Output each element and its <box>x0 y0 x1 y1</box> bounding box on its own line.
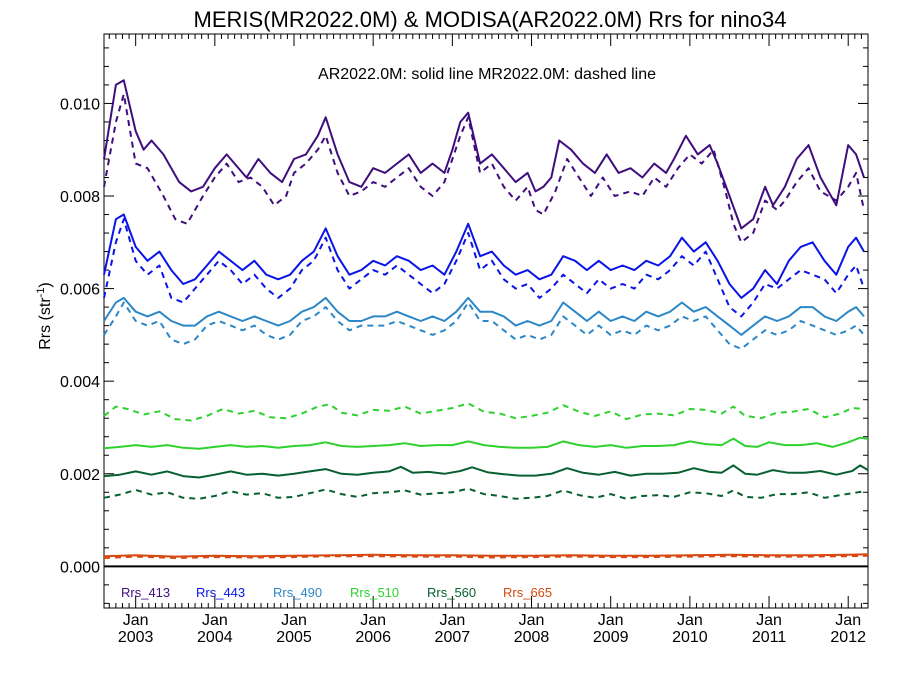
x-tick-month-label: Jan <box>598 612 624 629</box>
x-tick-month-label: Jan <box>519 612 545 629</box>
x-tick-month-label: Jan <box>439 612 465 629</box>
line-style-annotation: AR2022.0M: solid line MR2022.0M: dashed … <box>318 66 656 83</box>
y-tick-label: 0.010 <box>60 96 100 113</box>
x-tick-year-label: 2010 <box>672 629 708 646</box>
series-line-rrs-665-solid <box>103 553 869 558</box>
legend-entry-rrs-560: Rrs_560 <box>427 585 476 600</box>
series-line-rrs-490-solid <box>103 296 865 336</box>
x-tick-year-label: 2009 <box>593 629 629 646</box>
series-line-rrs-490-dashed <box>103 301 865 350</box>
x-tick-year-label: 2012 <box>830 629 866 646</box>
legend-entry-rrs-443: Rrs_443 <box>196 585 245 600</box>
chart-title: MERIS(MR2022.0M) & MODISA(AR2022.0M) Rrs… <box>194 7 787 32</box>
series-line-rrs-665-dashed <box>103 554 869 559</box>
y-axis-label-close: ) <box>37 282 54 287</box>
x-tick-year-label: 2004 <box>197 629 233 646</box>
y-tick-label: 0.008 <box>60 189 100 206</box>
x-tick-month-label: Jan <box>202 612 228 629</box>
plot-area: 0.0000.0020.0040.0060.0080.010Jan2003Jan… <box>60 33 869 646</box>
series-line-rrs-560-solid <box>103 464 869 479</box>
series-line-rrs-443-dashed <box>103 218 865 318</box>
y-axis-label-superscript: -1 <box>35 288 47 298</box>
y-tick-label: 0.004 <box>60 374 100 391</box>
x-tick-year-label: 2007 <box>435 629 471 646</box>
series-line-rrs-413-dashed <box>103 93 865 244</box>
y-tick-label: 0.000 <box>60 559 100 576</box>
x-tick-year-label: 2005 <box>276 629 312 646</box>
legend-entry-rrs-413: Rrs_413 <box>121 585 170 600</box>
series-line-rrs-560-dashed <box>103 487 865 500</box>
series-line-rrs-443-solid <box>103 213 865 299</box>
x-tick-month-label: Jan <box>756 612 782 629</box>
x-tick-month-label: Jan <box>123 612 149 629</box>
legend-entry-rrs-510: Rrs_510 <box>350 585 399 600</box>
x-tick-year-label: 2003 <box>118 629 154 646</box>
legend-entry-rrs-665: Rrs_665 <box>503 585 552 600</box>
y-tick-label: 0.002 <box>60 467 100 484</box>
x-tick-year-label: 2008 <box>514 629 550 646</box>
legend-entry-rrs-490: Rrs_490 <box>273 585 322 600</box>
y-axis-label: Rrs (str-1) <box>35 282 54 350</box>
x-tick-year-label: 2006 <box>355 629 391 646</box>
x-tick-year-label: 2011 <box>752 629 787 646</box>
x-tick-month-label: Jan <box>360 612 386 629</box>
y-tick-label: 0.006 <box>60 282 100 299</box>
x-tick-month-label: Jan <box>677 612 703 629</box>
y-axis-label-main: Rrs (str <box>37 297 54 350</box>
x-tick-month-label: Jan <box>835 612 861 629</box>
series-line-rrs-510-dashed <box>103 402 865 422</box>
x-tick-month-label: Jan <box>281 612 307 629</box>
series-line-rrs-413-solid <box>103 79 865 230</box>
series-line-rrs-510-solid <box>103 436 869 450</box>
